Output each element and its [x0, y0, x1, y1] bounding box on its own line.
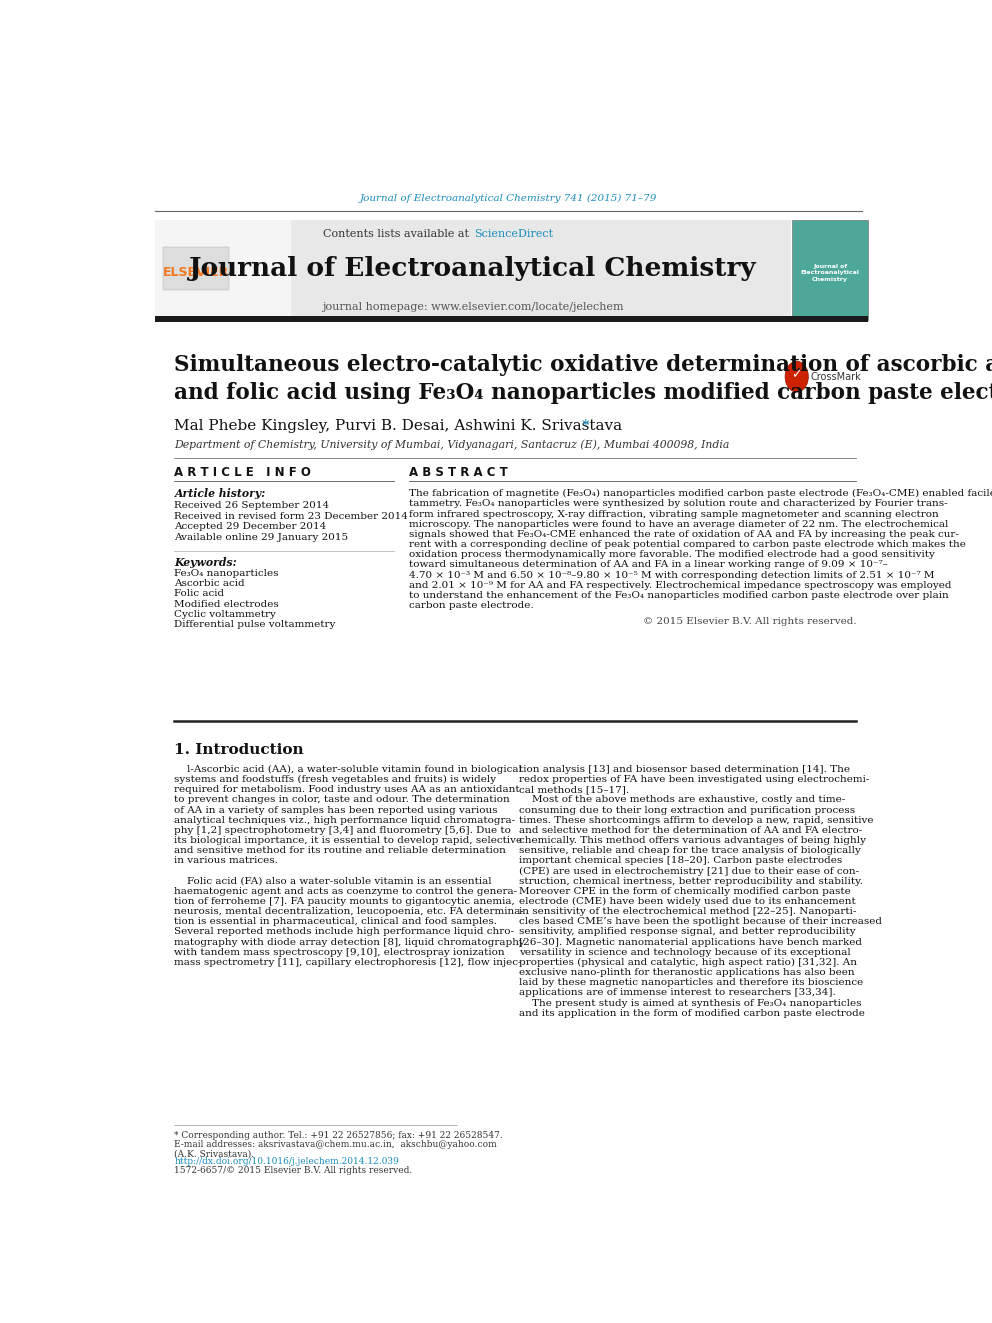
Text: toward simultaneous determination of AA and FA in a linear working range of 9.09: toward simultaneous determination of AA … [409, 561, 888, 569]
Text: systems and foodstuffs (fresh vegetables and fruits) is widely: systems and foodstuffs (fresh vegetables… [175, 775, 497, 785]
Text: Available online 29 January 2015: Available online 29 January 2015 [175, 533, 348, 542]
Text: and folic acid using Fe₃O₄ nanoparticles modified carbon paste electrode: and folic acid using Fe₃O₄ nanoparticles… [175, 382, 992, 404]
Text: Department of Chemistry, University of Mumbai, Vidyanagari, Santacruz (E), Mumba: Department of Chemistry, University of M… [175, 441, 730, 450]
Text: versatility in science and technology because of its exceptional: versatility in science and technology be… [519, 947, 851, 957]
Text: Moreover CPE in the form of chemically modified carbon paste: Moreover CPE in the form of chemically m… [519, 886, 851, 896]
Text: Journal of Electroanalytical Chemistry: Journal of Electroanalytical Chemistry [188, 257, 757, 282]
Text: Simultaneous electro-catalytic oxidative determination of ascorbic acid: Simultaneous electro-catalytic oxidative… [175, 355, 992, 376]
Bar [155, 221, 291, 320]
Text: struction, chemical inertness, better reproducibility and stability.: struction, chemical inertness, better re… [519, 877, 863, 885]
Text: (A.K. Srivastava).: (A.K. Srivastava). [175, 1150, 255, 1158]
Text: times. These shortcomings affirm to develop a new, rapid, sensitive: times. These shortcomings affirm to deve… [519, 816, 874, 824]
Text: tion is essential in pharmaceutical, clinical and food samples.: tion is essential in pharmaceutical, cli… [175, 917, 497, 926]
Text: microscopy. The nanoparticles were found to have an average diameter of 22 nm. T: microscopy. The nanoparticles were found… [409, 520, 948, 529]
Text: chemically. This method offers various advantages of being highly: chemically. This method offers various a… [519, 836, 866, 845]
Text: carbon paste electrode.: carbon paste electrode. [409, 601, 534, 610]
Text: cal methods [15–17].: cal methods [15–17]. [519, 785, 629, 794]
Text: oxidation process thermodynamically more favorable. The modified electrode had a: oxidation process thermodynamically more… [409, 550, 935, 560]
Text: electrode (CME) have been widely used due to its enhancement: electrode (CME) have been widely used du… [519, 897, 856, 906]
Text: Accepted 29 December 2014: Accepted 29 December 2014 [175, 523, 326, 532]
Text: tion of ferroheme [7]. FA paucity mounts to gigantocytic anemia,: tion of ferroheme [7]. FA paucity mounts… [175, 897, 515, 906]
Text: 1. Introduction: 1. Introduction [175, 744, 304, 757]
Text: Ascorbic acid: Ascorbic acid [175, 579, 245, 587]
Text: Cyclic voltammetry: Cyclic voltammetry [175, 610, 276, 619]
Text: its biological importance, it is essential to develop rapid, selective: its biological importance, it is essenti… [175, 836, 523, 845]
Text: journal homepage: www.elsevier.com/locate/jelechem: journal homepage: www.elsevier.com/locat… [322, 302, 624, 312]
Text: important chemical species [18–20]. Carbon paste electrodes: important chemical species [18–20]. Carb… [519, 856, 842, 865]
Text: 4.70 × 10⁻³ M and 6.50 × 10⁻⁸–9.80 × 10⁻⁵ M with corresponding detection limits : 4.70 × 10⁻³ M and 6.50 × 10⁻⁸–9.80 × 10⁻… [409, 570, 934, 579]
Text: in sensitivity of the electrochemical method [22–25]. Nanoparti-: in sensitivity of the electrochemical me… [519, 908, 857, 916]
Text: Modified electrodes: Modified electrodes [175, 599, 279, 609]
Text: The present study is aimed at synthesis of Fe₃O₄ nanoparticles: The present study is aimed at synthesis … [519, 999, 862, 1008]
Text: ELSEVIER: ELSEVIER [163, 266, 229, 279]
Text: exclusive nano-plinth for theranostic applications has also been: exclusive nano-plinth for theranostic ap… [519, 968, 855, 978]
Text: rent with a corresponding decline of peak potential compared to carbon paste ele: rent with a corresponding decline of pea… [409, 540, 966, 549]
Text: matography with diode array detection [8], liquid chromatography: matography with diode array detection [8… [175, 938, 525, 947]
Text: Folic acid (FA) also a water-soluble vitamin is an essential: Folic acid (FA) also a water-soluble vit… [175, 877, 492, 885]
Text: to understand the enhancement of the Fe₃O₄ nanoparticles modified carbon paste e: to understand the enhancement of the Fe₃… [409, 591, 949, 599]
Text: signals showed that Fe₃O₄-CME enhanced the rate of oxidation of AA and FA by inc: signals showed that Fe₃O₄-CME enhanced t… [409, 531, 959, 538]
Text: Received in revised form 23 December 2014: Received in revised form 23 December 201… [175, 512, 409, 520]
Text: haematogenic agent and acts as coenzyme to control the genera-: haematogenic agent and acts as coenzyme … [175, 886, 518, 896]
Text: mass spectrometry [11], capillary electrophoresis [12], flow injec-: mass spectrometry [11], capillary electr… [175, 958, 522, 967]
Text: and its application in the form of modified carbon paste electrode: and its application in the form of modif… [519, 1009, 865, 1017]
Text: analytical techniques viz., high performance liquid chromatogra-: analytical techniques viz., high perform… [175, 816, 516, 824]
Text: laid by these magnetic nanoparticles and therefore its bioscience: laid by these magnetic nanoparticles and… [519, 978, 863, 987]
Text: ✓: ✓ [792, 368, 802, 381]
Text: Most of the above methods are exhaustive, costly and time-: Most of the above methods are exhaustive… [519, 795, 845, 804]
Text: with tandem mass spectroscopy [9,10], electrospray ionization: with tandem mass spectroscopy [9,10], el… [175, 947, 505, 957]
Text: of AA in a variety of samples has been reported using various: of AA in a variety of samples has been r… [175, 806, 498, 815]
Text: ScienceDirect: ScienceDirect [474, 229, 554, 239]
Text: *: * [581, 419, 589, 433]
Text: to prevent changes in color, taste and odour. The determination: to prevent changes in color, taste and o… [175, 795, 510, 804]
Text: cles based CME’s have been the spotlight because of their increased: cles based CME’s have been the spotlight… [519, 917, 882, 926]
Text: Article history:: Article history: [175, 488, 266, 499]
Text: required for metabolism. Food industry uses AA as an antioxidant: required for metabolism. Food industry u… [175, 785, 520, 794]
Text: properties (physical and catalytic, high aspect ratio) [31,32]. An: properties (physical and catalytic, high… [519, 958, 857, 967]
Text: redox properties of FA have been investigated using electrochemi-: redox properties of FA have been investi… [519, 775, 870, 785]
Text: and sensitive method for its routine and reliable determination: and sensitive method for its routine and… [175, 847, 506, 855]
Text: CrossMark: CrossMark [810, 372, 861, 381]
Text: in various matrices.: in various matrices. [175, 856, 278, 865]
Text: Several reported methods include high performance liquid chro-: Several reported methods include high pe… [175, 927, 515, 937]
Text: © 2015 Elsevier B.V. All rights reserved.: © 2015 Elsevier B.V. All rights reserved… [643, 618, 856, 626]
Text: Journal of Electroanalytical Chemistry 741 (2015) 71–79: Journal of Electroanalytical Chemistry 7… [360, 194, 657, 204]
Text: sensitive, reliable and cheap for the trace analysis of biologically: sensitive, reliable and cheap for the tr… [519, 847, 861, 855]
Text: Journal of
Electroanalytical
Chemistry: Journal of Electroanalytical Chemistry [801, 263, 859, 282]
Text: tammetry. Fe₃O₄ nanoparticles were synthesized by solution route and characteriz: tammetry. Fe₃O₄ nanoparticles were synth… [409, 499, 947, 508]
Text: l-Ascorbic acid (AA), a water-soluble vitamin found in biological: l-Ascorbic acid (AA), a water-soluble vi… [175, 765, 522, 774]
Text: form infrared spectroscopy, X-ray diffraction, vibrating sample magnetometer and: form infrared spectroscopy, X-ray diffra… [409, 509, 939, 519]
Text: and selective method for the determination of AA and FA electro-: and selective method for the determinati… [519, 826, 862, 835]
Text: tion analysis [13] and biosensor based determination [14]. The: tion analysis [13] and biosensor based d… [519, 765, 850, 774]
Text: http://dx.doi.org/10.1016/j.jelechem.2014.12.039: http://dx.doi.org/10.1016/j.jelechem.201… [175, 1156, 399, 1166]
Text: 1572-6657/© 2015 Elsevier B.V. All rights reserved.: 1572-6657/© 2015 Elsevier B.V. All right… [175, 1166, 413, 1175]
Text: and 2.01 × 10⁻⁹ M for AA and FA respectively. Electrochemical impedance spectros: and 2.01 × 10⁻⁹ M for AA and FA respecti… [409, 581, 951, 590]
Text: Fe₃O₄ nanoparticles: Fe₃O₄ nanoparticles [175, 569, 279, 578]
Text: Received 26 September 2014: Received 26 September 2014 [175, 501, 329, 509]
Text: consuming due to their long extraction and purification process: consuming due to their long extraction a… [519, 806, 855, 815]
Text: Mal Phebe Kingsley, Purvi B. Desai, Ashwini K. Srivastava: Mal Phebe Kingsley, Purvi B. Desai, Ashw… [175, 419, 627, 433]
Text: E-mail addresses: aksrivastava@chem.mu.ac.in,  akschbu@yahoo.com: E-mail addresses: aksrivastava@chem.mu.a… [175, 1140, 497, 1148]
Text: A B S T R A C T: A B S T R A C T [409, 467, 508, 479]
Ellipse shape [785, 361, 808, 392]
Text: Keywords:: Keywords: [175, 557, 237, 568]
Text: The fabrication of magnetite (Fe₃O₄) nanoparticles modified carbon paste electro: The fabrication of magnetite (Fe₃O₄) nan… [409, 490, 992, 499]
Bar [155, 221, 791, 320]
Text: Differential pulse voltammetry: Differential pulse voltammetry [175, 620, 335, 630]
Bar [163, 247, 228, 290]
Text: (CPE) are used in electrochemistry [21] due to their ease of con-: (CPE) are used in electrochemistry [21] … [519, 867, 859, 876]
Text: * Corresponding author. Tel.: +91 22 26527856; fax: +91 22 26528547.: * Corresponding author. Tel.: +91 22 265… [175, 1131, 503, 1139]
Text: [26–30]. Magnetic nanomaterial applications have bench marked: [26–30]. Magnetic nanomaterial applicati… [519, 938, 862, 947]
Bar [155, 316, 868, 321]
Text: neurosis, mental decentralization, leucopoenia, etc. FA determina-: neurosis, mental decentralization, leuco… [175, 908, 524, 916]
Text: phy [1,2] spectrophotometry [3,4] and fluorometry [5,6]. Due to: phy [1,2] spectrophotometry [3,4] and fl… [175, 826, 511, 835]
Text: Folic acid: Folic acid [175, 589, 224, 598]
Bar [792, 221, 868, 320]
Text: A R T I C L E   I N F O: A R T I C L E I N F O [175, 467, 311, 479]
Text: Contents lists available at: Contents lists available at [323, 229, 473, 239]
Text: sensitivity, amplified response signal, and better reproducibility: sensitivity, amplified response signal, … [519, 927, 856, 937]
Text: applications are of immense interest to researchers [33,34].: applications are of immense interest to … [519, 988, 836, 998]
